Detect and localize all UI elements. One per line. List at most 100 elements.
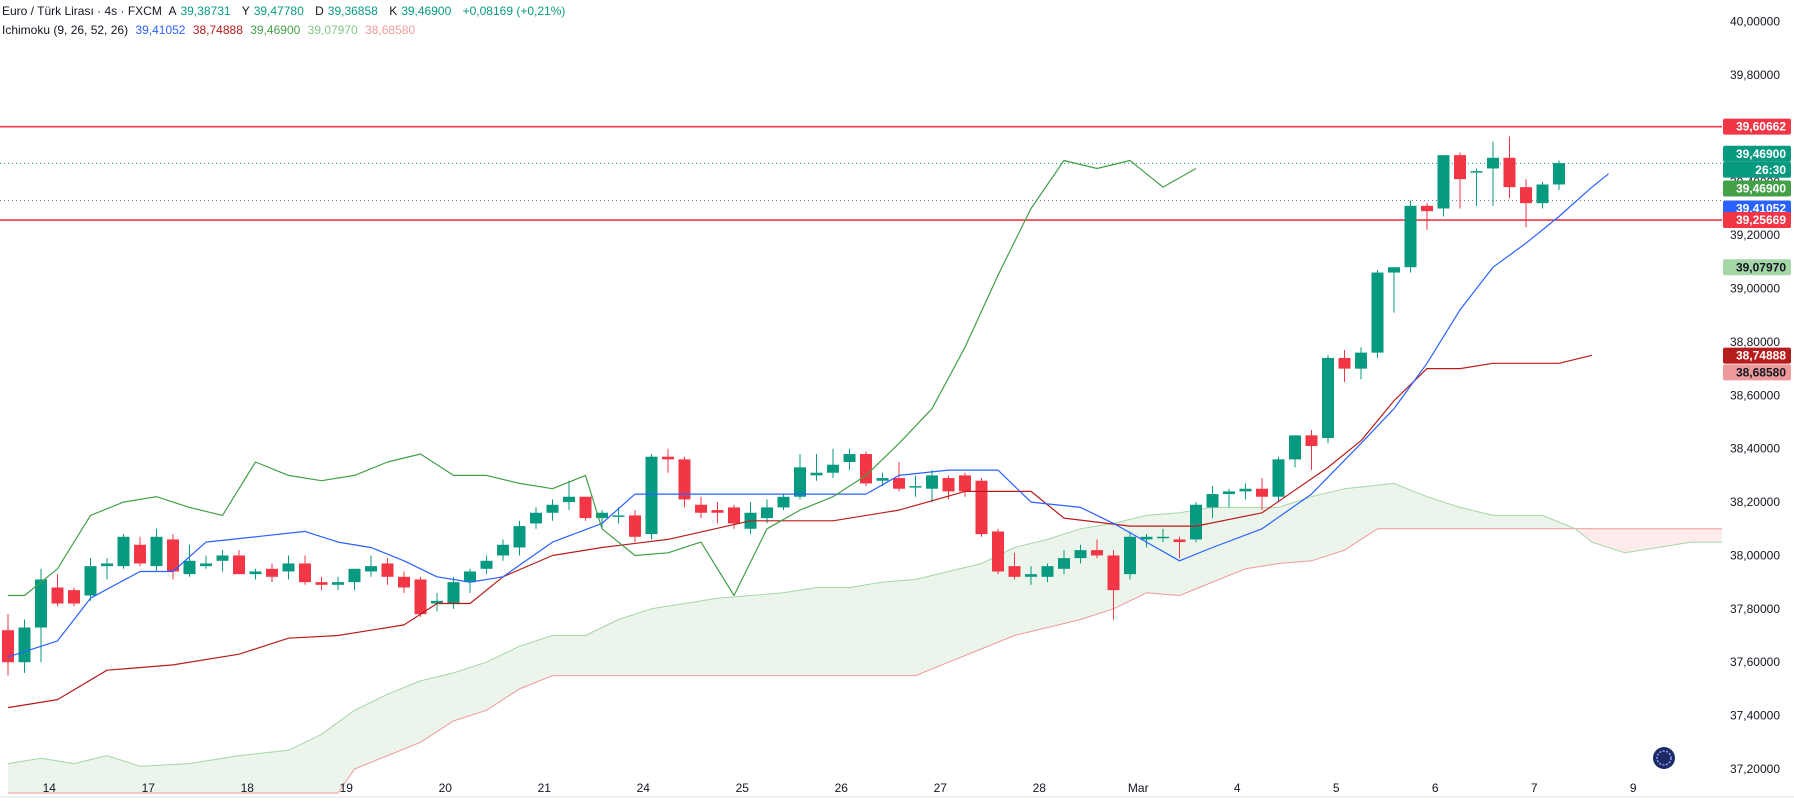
candle-body bbox=[1487, 157, 1499, 169]
time-tick-label: 4 bbox=[1234, 781, 1241, 795]
candle bbox=[629, 510, 641, 543]
low-label: D bbox=[315, 4, 324, 18]
candle-body bbox=[266, 568, 278, 577]
candle-body bbox=[761, 507, 773, 519]
senkou-span-b-line bbox=[8, 528, 1722, 794]
candle bbox=[348, 568, 361, 591]
candle bbox=[645, 454, 658, 540]
candle bbox=[1157, 528, 1169, 543]
candle-body bbox=[695, 504, 707, 513]
time-tick-label: 6 bbox=[1432, 781, 1439, 795]
candle-body bbox=[200, 563, 212, 567]
candle bbox=[893, 462, 905, 492]
indicator-title[interactable]: Ichimoku (9, 26, 52, 26) bbox=[2, 23, 129, 37]
price-label-box bbox=[1723, 118, 1791, 135]
time-tick-label: 7 bbox=[1531, 781, 1538, 795]
candle bbox=[266, 563, 278, 583]
candle bbox=[1107, 550, 1120, 620]
candle-body bbox=[992, 531, 1004, 572]
time-tick-label: 28 bbox=[1033, 781, 1047, 795]
price-label-box bbox=[1723, 364, 1791, 381]
time-tick-label: 21 bbox=[538, 781, 552, 795]
time-tick-label: 19 bbox=[340, 781, 354, 795]
candle-body bbox=[1239, 488, 1252, 492]
candle bbox=[1223, 488, 1235, 508]
price-label-tag: 39,46900 bbox=[1723, 180, 1791, 197]
price-label-box bbox=[1723, 212, 1791, 229]
candle-body bbox=[1355, 352, 1367, 369]
price-label-text: 39,41052 bbox=[1736, 202, 1786, 216]
candle bbox=[1355, 347, 1367, 380]
candle-body bbox=[563, 496, 575, 503]
candle bbox=[464, 568, 476, 593]
candle bbox=[497, 539, 509, 561]
candle-body bbox=[1107, 555, 1120, 591]
span-a-value: 39,07970 bbox=[307, 23, 358, 37]
candle-body bbox=[678, 459, 691, 500]
candle bbox=[1091, 539, 1103, 559]
candle bbox=[282, 555, 295, 580]
candle bbox=[711, 502, 724, 524]
candle bbox=[1421, 203, 1433, 230]
time-tick-label: 25 bbox=[736, 781, 750, 795]
candle-body bbox=[959, 475, 971, 492]
candle bbox=[794, 454, 806, 500]
open-label: A bbox=[168, 4, 177, 18]
price-label-text: 38,68580 bbox=[1736, 365, 1786, 379]
price-label-tag: 38,68580 bbox=[1723, 364, 1791, 381]
candle-body bbox=[117, 536, 130, 567]
candle-body bbox=[84, 566, 97, 596]
candle-body bbox=[464, 571, 476, 583]
candle-body bbox=[1470, 171, 1483, 173]
price-label-tag: 39,25669 bbox=[1723, 212, 1791, 229]
price-tick-label: 38,40000 bbox=[1730, 442, 1780, 456]
price-label-text: 39,07970 bbox=[1736, 260, 1786, 274]
high-value: 39,47780 bbox=[253, 4, 304, 18]
candle-body bbox=[1190, 504, 1202, 540]
symbol-legend: Euro / Türk Lirası · 4s · FXCM A 39,38731… bbox=[2, 4, 569, 18]
candle bbox=[1025, 566, 1037, 585]
candle-body bbox=[1553, 163, 1565, 185]
candle bbox=[1190, 502, 1202, 543]
candle-body bbox=[794, 467, 806, 497]
price-tick-label: 38,60000 bbox=[1730, 388, 1780, 402]
price-label-text: 39,46900 bbox=[1736, 181, 1786, 195]
candle bbox=[150, 528, 163, 572]
candle-body bbox=[68, 590, 80, 604]
candle bbox=[315, 576, 328, 591]
candle-body bbox=[2, 630, 14, 663]
price-tick-label: 39,20000 bbox=[1730, 228, 1780, 242]
cloud-bearish-segment bbox=[1579, 528, 1722, 553]
symbol-title[interactable]: Euro / Türk Lirası · 4s · FXCM bbox=[2, 4, 162, 18]
candle bbox=[843, 448, 856, 471]
candle bbox=[134, 536, 146, 567]
price-tick-label: 37,20000 bbox=[1730, 762, 1780, 776]
chikou-value: 39,46900 bbox=[250, 23, 301, 37]
span-b-value: 38,68580 bbox=[365, 23, 416, 37]
price-label-text: 39,46900 bbox=[1736, 147, 1786, 161]
open-value: 39,38731 bbox=[180, 4, 231, 18]
low-value: 39,36858 bbox=[327, 4, 378, 18]
candles bbox=[2, 136, 1565, 676]
time-tick-label: 17 bbox=[142, 781, 156, 795]
candle bbox=[662, 448, 674, 473]
price-label-box bbox=[1723, 145, 1791, 162]
candle-body bbox=[1041, 566, 1054, 577]
candle bbox=[1487, 141, 1499, 206]
candle bbox=[101, 558, 113, 580]
price-label-box bbox=[1723, 347, 1791, 364]
tenkan-sen-line bbox=[7, 173, 1609, 658]
candle bbox=[530, 507, 542, 529]
candle-body bbox=[150, 536, 163, 567]
price-label-box bbox=[1723, 161, 1791, 178]
price-axis: 37,20000 37,40000 37,60000 37,80000 38,00000… bbox=[1730, 15, 1780, 776]
candle bbox=[2, 614, 14, 676]
candle bbox=[1454, 152, 1466, 209]
candle-body bbox=[1338, 357, 1351, 369]
candle bbox=[860, 451, 872, 487]
time-tick-label: Mar bbox=[1128, 781, 1149, 795]
candle bbox=[1041, 563, 1054, 583]
candle-body bbox=[612, 515, 625, 517]
candle-body bbox=[233, 555, 245, 575]
